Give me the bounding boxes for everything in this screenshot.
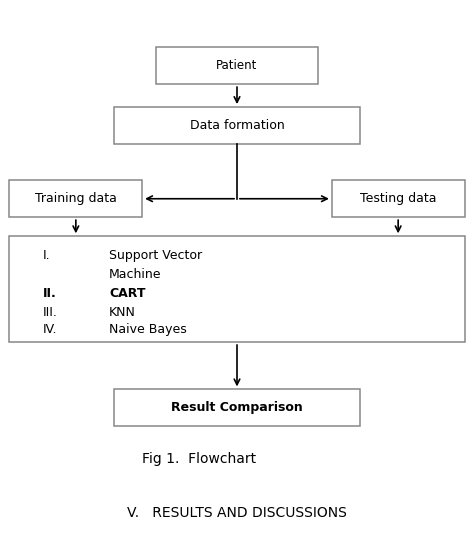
- FancyBboxPatch shape: [9, 180, 142, 217]
- Text: III.: III.: [43, 306, 57, 319]
- Text: Support Vector: Support Vector: [109, 249, 202, 262]
- Text: Patient: Patient: [216, 59, 258, 72]
- Text: Fig 1.  Flowchart: Fig 1. Flowchart: [142, 452, 256, 466]
- Text: Result Comparison: Result Comparison: [171, 401, 303, 414]
- Text: Training data: Training data: [35, 192, 117, 205]
- FancyBboxPatch shape: [156, 47, 318, 84]
- Text: V.   RESULTS AND DISCUSSIONS: V. RESULTS AND DISCUSSIONS: [127, 506, 347, 520]
- Text: Testing data: Testing data: [360, 192, 437, 205]
- Text: Data formation: Data formation: [190, 119, 284, 132]
- Text: CART: CART: [109, 287, 146, 300]
- Text: I.: I.: [43, 249, 50, 262]
- FancyBboxPatch shape: [114, 107, 360, 144]
- Text: II.: II.: [43, 287, 56, 300]
- FancyBboxPatch shape: [9, 236, 465, 342]
- FancyBboxPatch shape: [114, 389, 360, 426]
- FancyBboxPatch shape: [332, 180, 465, 217]
- Text: Naive Bayes: Naive Bayes: [109, 323, 187, 336]
- Text: IV.: IV.: [43, 323, 57, 336]
- Text: KNN: KNN: [109, 306, 136, 319]
- Text: Machine: Machine: [109, 268, 162, 281]
